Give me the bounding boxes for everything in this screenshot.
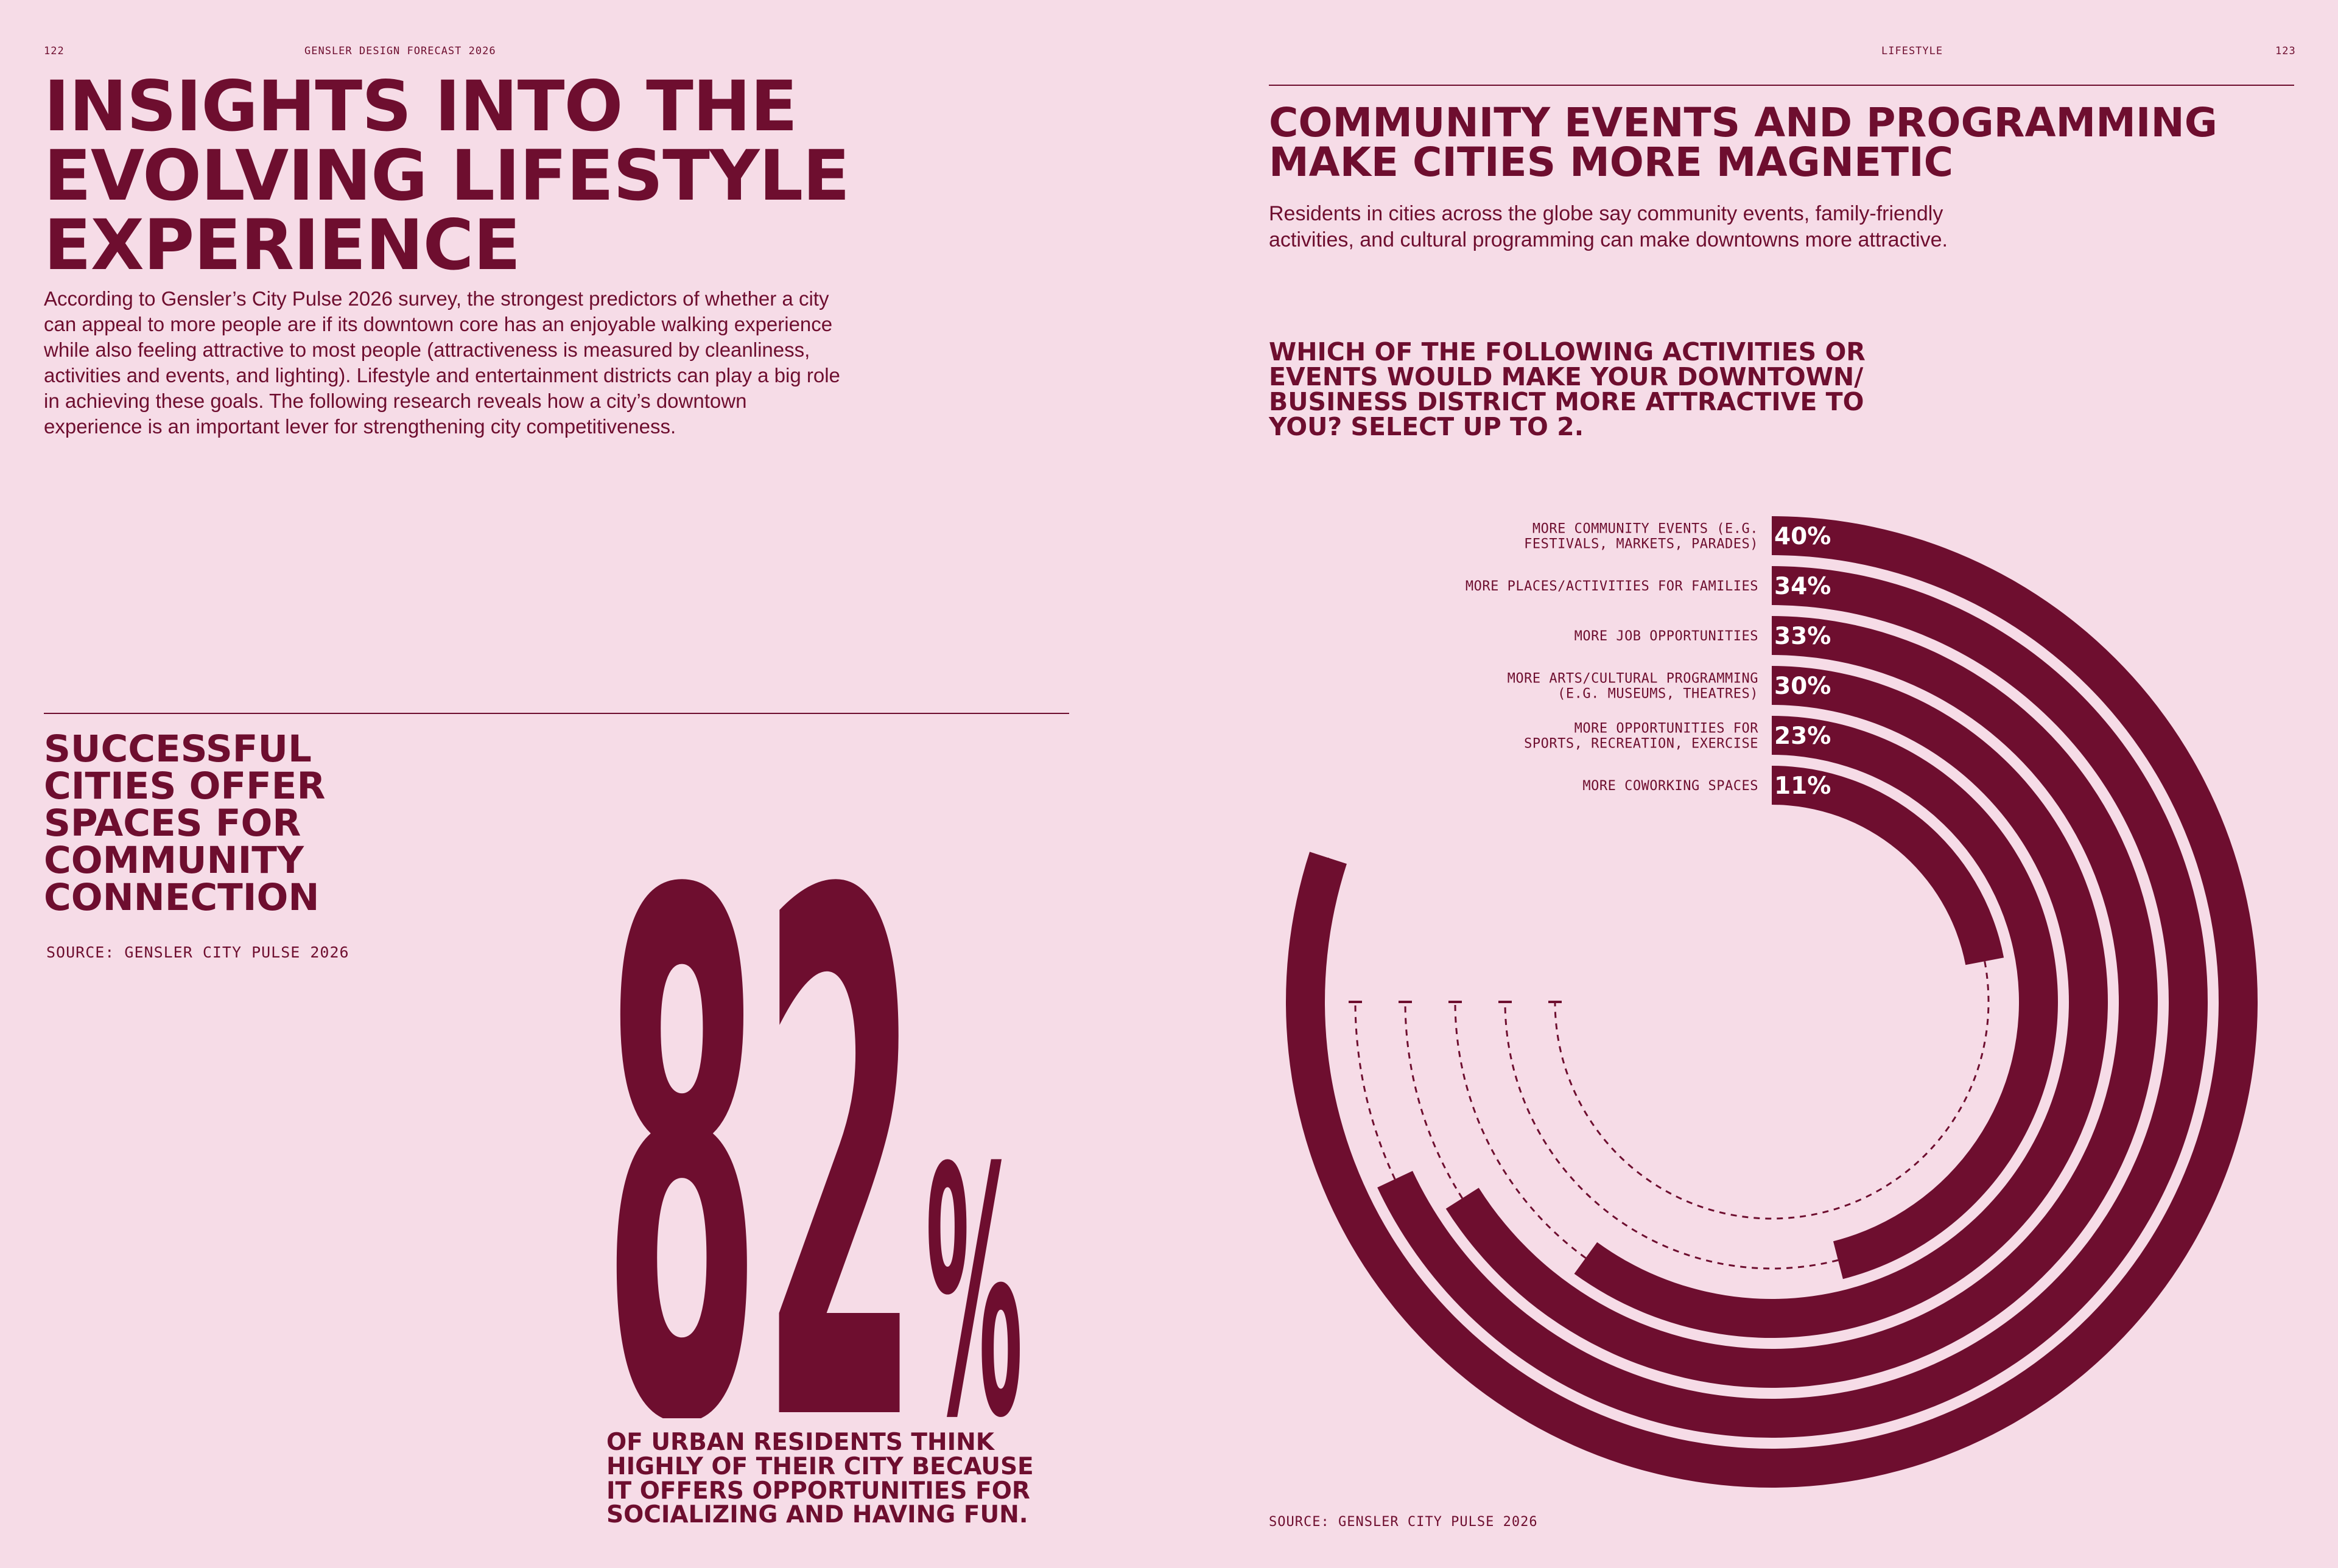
value-label: 34% [1774,573,1831,600]
remainder-track [1554,961,1990,1220]
right-intro-line: Residents in cities across the globe say… [1269,202,1943,225]
value-label: 23% [1774,723,1831,750]
big-statistic-caption: OF URBAN RESIDENTS THINK HIGHLY OF THEIR… [606,1430,1069,1527]
chart-source: SOURCE: GENSLER CITY PULSE 2026 [1269,1514,1538,1530]
remainder-track [1354,1001,1396,1180]
caption-line: SOCIALIZING AND HAVING FUN. [606,1501,1028,1529]
big-statistic-number: 82 [603,746,919,1418]
page-title: INSIGHTS INTO THE EVOLVING LIFESTYLE EXP… [44,72,1048,280]
radial-bar [1574,666,2108,1338]
value-label: 33% [1774,623,1831,650]
category-label: MORE PLACES/ACTIVITIES FOR FAMILIES [1466,579,1758,594]
right-page-number: 123 [2275,45,2296,57]
right-intro-line: activities, and cultural programming can… [1269,228,1948,251]
remainder-track [1504,1001,1839,1270]
radial-bar [1772,716,2058,1279]
category-label: MORE JOB OPPORTUNITIES [1574,629,1758,644]
category-label: MORE ARTS/CULTURAL PROGRAMMING (E.G. MUSE… [1508,671,1758,702]
subsection-title-line: COMMUNITY [44,839,304,882]
category-label: MORE COWORKING SPACES [1582,779,1758,794]
page-title-line: INSIGHTS INTO THE [44,66,798,147]
right-title-line: MAKE CITIES MORE MAGNETIC [1269,138,1954,186]
subsection-title-line: SUCCESSFUL [44,727,312,771]
value-label: 30% [1774,673,1831,700]
subsection-title-line: CITIES OFFER [44,765,326,808]
page-title-line: EVOLVING LIFESTYLE [44,135,850,216]
page-title-line: EXPERIENCE [44,205,521,285]
left-running-head: GENSLER DESIGN FORECAST 2026 [304,45,496,57]
chart-question: WHICH OF THE FOLLOWING ACTIVITIES OR EVE… [1269,340,1926,439]
remainder-track [1454,1001,1587,1259]
subsection-title-line: SPACES FOR [44,802,301,845]
question-line: EVENTS WOULD MAKE YOUR DOWNTOWN/ [1269,362,1864,391]
section-divider [44,713,1069,714]
subsection-title-line: CONNECTION [44,876,320,919]
question-line: YOU? SELECT UP TO 2. [1269,412,1584,441]
question-line: BUSINESS DISTRICT MORE ATTRACTIVE TO [1269,387,1864,416]
category-label: MORE OPPORTUNITIES FOR SPORTS, RECREATION… [1524,721,1758,752]
right-intro-paragraph: Residents in cities across the globe say… [1269,201,2121,253]
right-title-line: COMMUNITY EVENTS AND PROGRAMMING [1269,99,2217,146]
intro-paragraph: According to Gensler’s City Pulse 2026 s… [44,287,840,438]
radial-bar-chart: 40% MORE COMMUNITY EVENTS (E.G. FESTIVALS,… [1286,516,2258,1488]
radial-bar [1286,516,2258,1488]
right-page-title: COMMUNITY EVENTS AND PROGRAMMING MAKE CI… [1269,103,2304,182]
top-rule [1269,85,2294,86]
value-label: 40% [1774,523,1831,550]
right-running-head: LIFESTYLE [1881,45,1943,57]
question-line: WHICH OF THE FOLLOWING ACTIVITIES OR [1269,337,1866,366]
caption-line: IT OFFERS OPPORTUNITIES FOR [606,1477,1030,1505]
value-label: 11% [1774,772,1831,800]
category-label: MORE COMMUNITY EVENTS (E.G. FESTIVALS, MA… [1524,522,1758,552]
big-statistic: 82 % [603,746,1023,1418]
left-page-number: 122 [44,45,65,57]
caption-line: OF URBAN RESIDENTS THINK [606,1429,995,1456]
subsection-source: SOURCE: GENSLER CITY PULSE 2026 [46,943,349,961]
remainder-track [1404,1001,1463,1199]
caption-line: HIGHLY OF THEIR CITY BECAUSE [606,1452,1034,1480]
big-statistic-unit: % [925,1096,1023,1418]
subsection-title: SUCCESSFUL CITIES OFFER SPACES FOR COMMU… [44,730,421,916]
radial-bar [1772,766,2004,965]
